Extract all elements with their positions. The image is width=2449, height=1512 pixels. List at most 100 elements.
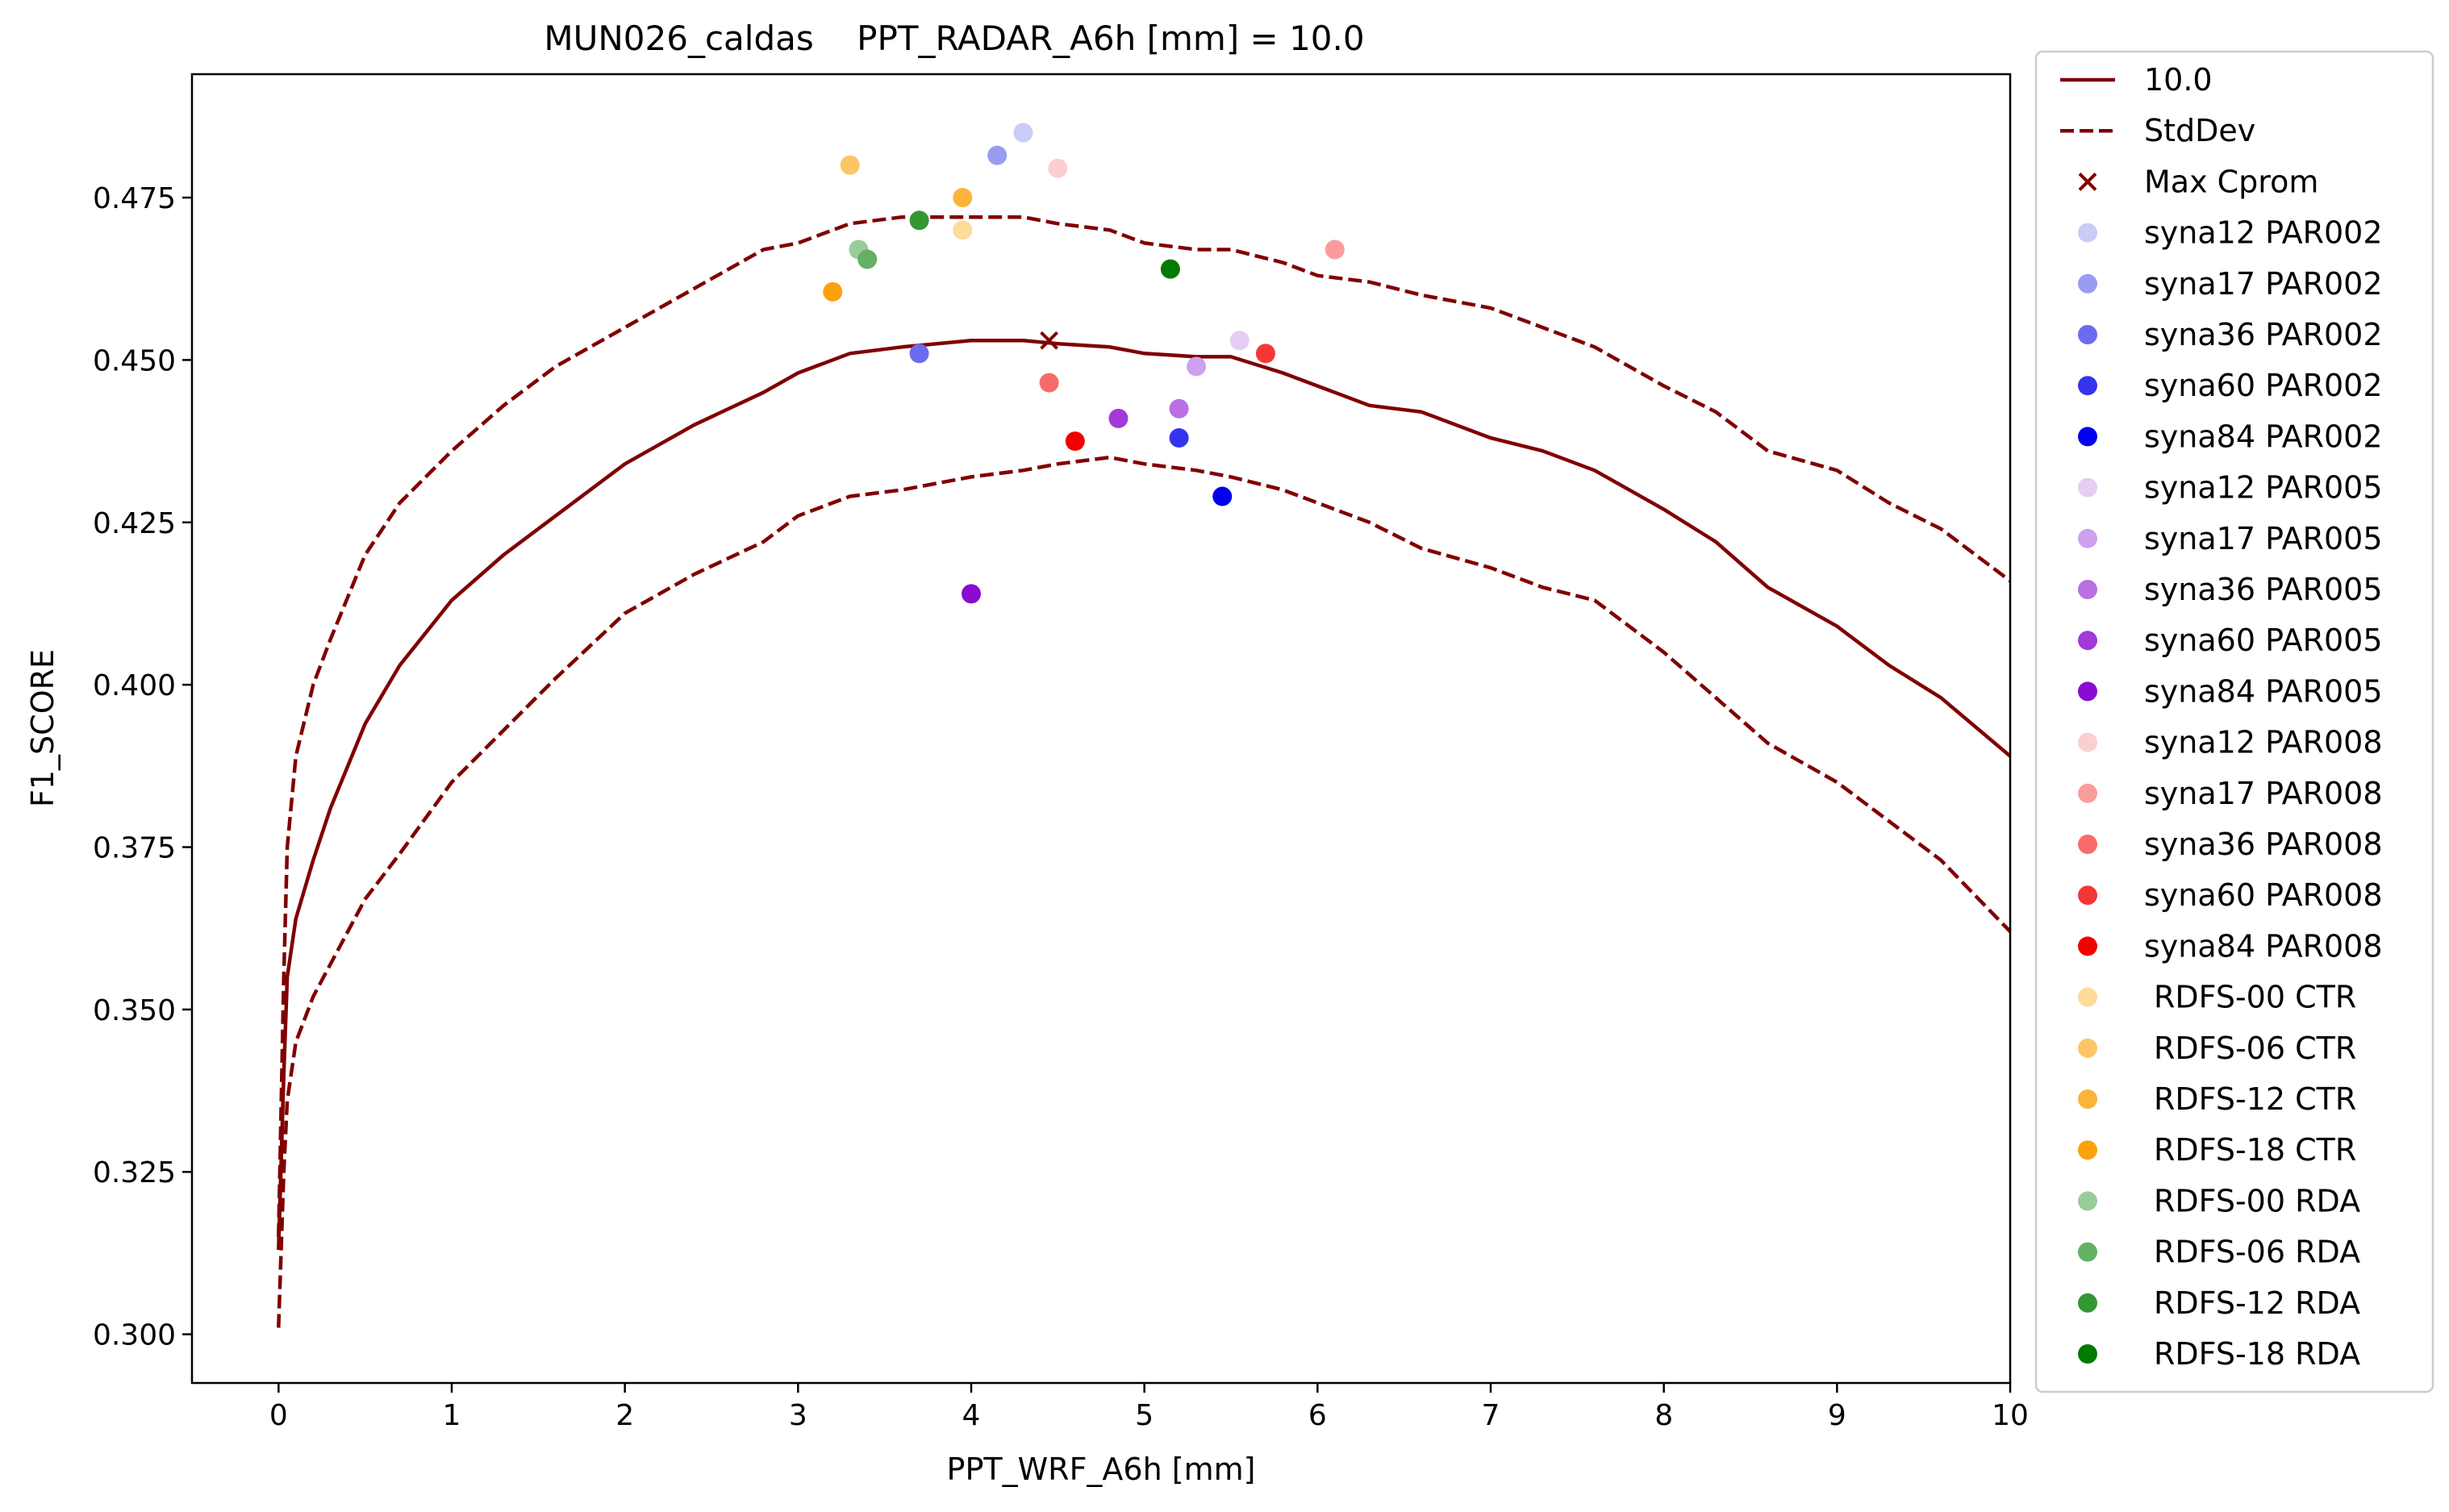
scatter-point-13 (1255, 344, 1275, 364)
x-tick-label: 6 (1308, 1399, 1327, 1432)
legend: 10.0 StdDev Max Cprom syna12 PAR002 syna17 P… (2034, 50, 2434, 1393)
max-marker-stroke-b (1040, 331, 1059, 350)
scatter-point-3 (1169, 428, 1189, 448)
legend-label: 10.0 (2144, 62, 2213, 98)
legend-label: RDFS-00 RDA (2154, 1183, 2360, 1218)
legend-marker (2078, 1242, 2097, 1262)
legend-marker (2078, 477, 2097, 498)
max-cprom-marker (1040, 331, 1059, 350)
y-tick-label: 0.450 (93, 344, 176, 377)
y-tick-label: 0.400 (93, 669, 176, 702)
scatter-point-6 (1187, 356, 1207, 377)
y-tick-label: 0.425 (93, 507, 176, 540)
scatter-point-0 (1013, 123, 1033, 143)
legend-label: syna17 PAR002 (2144, 266, 2383, 302)
legend-label: RDFS-12 RDA (2154, 1285, 2360, 1321)
x-tick-label: 9 (1828, 1399, 1846, 1432)
x-tick-label: 4 (962, 1399, 981, 1432)
x-tick-label: 7 (1482, 1399, 1500, 1432)
x-tick-label: 10 (1992, 1399, 2029, 1432)
scatter-point-10 (1048, 158, 1068, 178)
legend-label: syna84 PAR008 (2144, 928, 2383, 964)
legend-label: RDFS-00 CTR (2154, 980, 2356, 1015)
legend-marker (2078, 783, 2097, 803)
series-line-10.0 (277, 338, 2012, 1250)
scatter-point-1 (987, 145, 1008, 165)
scatter-point-11 (1325, 240, 1345, 260)
legend-label: syna36 PAR005 (2144, 572, 2383, 607)
legend-label: syna17 PAR008 (2144, 776, 2383, 811)
y-tick-label: 0.475 (93, 182, 176, 215)
chart-title: MUN026_caldas PPT_RADAR_A6h [mm] = 10.0 (544, 19, 1364, 58)
legend-marker (2078, 1344, 2097, 1364)
x-tick-label: 2 (615, 1399, 634, 1432)
scatter-point-4 (1212, 486, 1233, 506)
legend-marker (2078, 936, 2097, 956)
legend-label: syna84 PAR002 (2144, 419, 2383, 454)
scatter-point-5 (1229, 331, 1250, 351)
x-tick-label: 1 (443, 1399, 461, 1432)
legend-label: syna84 PAR005 (2144, 673, 2383, 709)
legend-label: syna17 PAR005 (2144, 521, 2383, 556)
y-tick-label: 0.325 (93, 1156, 176, 1189)
legend-marker (2078, 1038, 2097, 1058)
legend-marker (2078, 376, 2097, 396)
plot-area (277, 123, 2012, 1328)
scatter-point-9 (962, 584, 981, 604)
scatter-point-17 (953, 188, 973, 208)
legend-marker (2078, 427, 2097, 447)
scatter-point-8 (1108, 408, 1129, 428)
legend-marker (2078, 1293, 2097, 1313)
series-line-stddev-lower (277, 455, 2012, 1328)
legend-label: syna12 PAR005 (2144, 470, 2383, 506)
legend-marker (2078, 325, 2097, 344)
legend-marker (2078, 580, 2097, 599)
scatter-point-7 (1169, 398, 1189, 419)
legend-marker (2078, 631, 2097, 651)
scatter-point-16 (840, 155, 860, 175)
legend-label: syna12 PAR002 (2144, 215, 2383, 251)
legend-label: RDFS-06 CTR (2154, 1031, 2356, 1066)
legend-label: RDFS-12 CTR (2154, 1081, 2356, 1117)
legend-label: RDFS-06 RDA (2154, 1235, 2360, 1270)
legend-label: syna36 PAR002 (2144, 317, 2383, 352)
y-tick-label: 0.375 (93, 831, 176, 864)
y-tick-label: 0.300 (93, 1319, 176, 1352)
legend-marker (2078, 885, 2097, 906)
legend-max-marker-b (2078, 172, 2097, 191)
legend-marker (2078, 987, 2097, 1007)
legend-label: Max Cprom (2144, 164, 2318, 199)
legend-marker (2078, 1191, 2097, 1211)
legend-label: RDFS-18 RDA (2154, 1336, 2360, 1372)
legend-marker (2078, 835, 2097, 854)
x-tick-label: 8 (1654, 1399, 1673, 1432)
scatter-point-2 (909, 344, 929, 364)
x-tick-label: 5 (1135, 1399, 1154, 1432)
legend-marker (2078, 528, 2097, 548)
scatter-point-12 (1039, 373, 1059, 393)
series-line-stddev-upper (277, 215, 2012, 1237)
legend-label: syna60 PAR008 (2144, 877, 2383, 913)
legend-marker (2078, 1140, 2097, 1160)
scatter-point-15 (953, 220, 973, 240)
legend-marker (2078, 223, 2097, 243)
y-tick-label: 0.350 (93, 994, 176, 1027)
y-axis: 0.300 0.325 0.350 0.375 0.400 0.425 0.450 0.475 (93, 182, 192, 1352)
legend-marker (2078, 732, 2097, 752)
legend-label: syna36 PAR008 (2144, 827, 2383, 862)
x-axis-label: PPT_WRF_A6h [mm] (947, 1452, 1256, 1487)
scatter-point-21 (909, 210, 929, 231)
legend-marker (2078, 1089, 2097, 1109)
scatter-point-18 (823, 281, 843, 302)
x-axis: 0 1 2 3 4 5 6 7 8 9 10 (269, 1383, 2029, 1432)
legend-marker (2078, 681, 2097, 702)
legend-label: syna60 PAR005 (2144, 623, 2383, 658)
legend-label: StdDev (2144, 113, 2255, 148)
legend-label: syna12 PAR008 (2144, 725, 2383, 760)
legend-marker (2078, 273, 2097, 294)
y-axis-label: F1_SCORE (25, 649, 60, 807)
legend-label: RDFS-18 CTR (2154, 1132, 2356, 1168)
legend-label: syna60 PAR002 (2144, 368, 2383, 403)
x-tick-label: 3 (789, 1399, 807, 1432)
